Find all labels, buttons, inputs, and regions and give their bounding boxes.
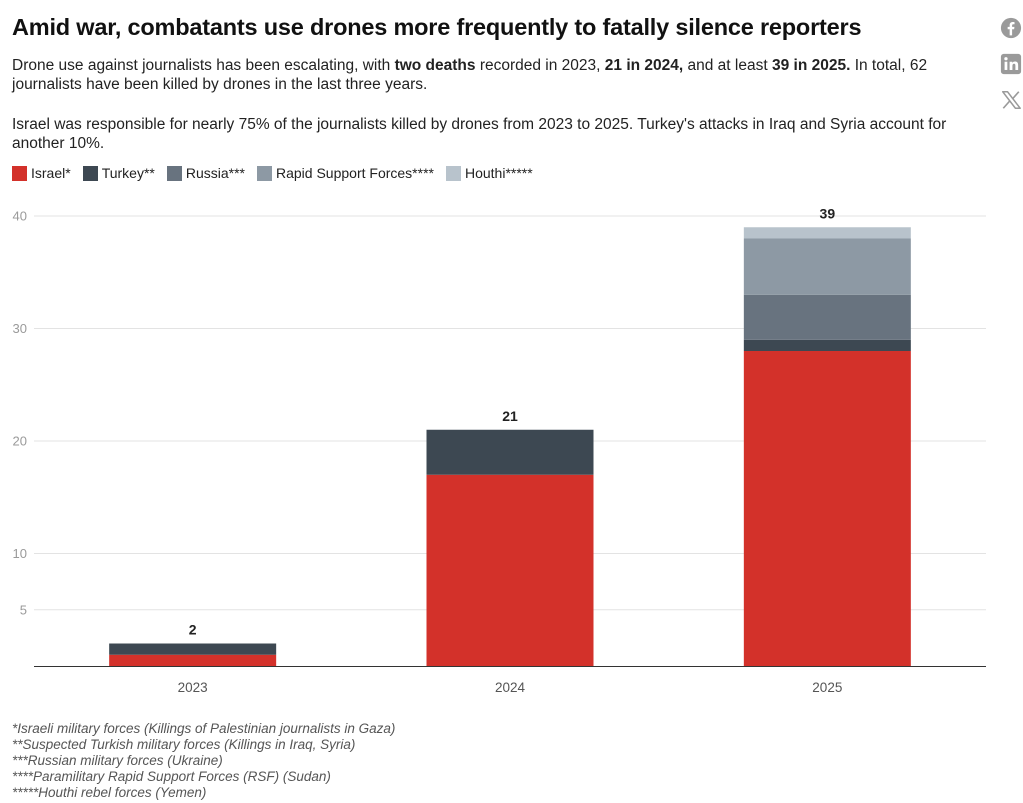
bar-segment-2023-israel <box>109 654 277 666</box>
legend-label: Turkey** <box>101 165 155 181</box>
footnote-line: ****Paramilitary Rapid Support Forces (R… <box>12 769 331 784</box>
facebook-icon[interactable] <box>1000 17 1022 39</box>
total-label-2025: 39 <box>820 205 836 221</box>
legend-label: Israel* <box>31 165 71 181</box>
y-tick-label-20: 20 <box>13 434 27 449</box>
x-icon[interactable] <box>1000 89 1022 111</box>
legend-item: Houthi***** <box>445 165 533 181</box>
chart-title: Amid war, combatants use drones more fre… <box>12 14 862 40</box>
y-tick-label-5: 5 <box>20 602 27 617</box>
legend-item: Israel* <box>12 165 71 181</box>
legend-swatch <box>12 165 27 181</box>
footnote-line: *****Houthi rebel forces (Yemen) <box>12 785 207 800</box>
footnote-line: *Israeli military forces (Killings of Pa… <box>12 721 396 736</box>
total-label-2023: 2 <box>189 622 197 638</box>
bar-segment-2025-houthi <box>743 227 911 239</box>
legend-label: Russia*** <box>185 165 245 181</box>
desc-bold-two-deaths: two deaths <box>394 57 476 74</box>
x-tick-label-2025: 2025 <box>812 680 842 695</box>
desc-text: Drone use against journalists has been e… <box>12 57 395 74</box>
legend-item: Turkey** <box>82 165 155 181</box>
bar-segment-2025-rapid-support-forces <box>743 238 911 295</box>
desc-text: and at least <box>683 57 772 74</box>
chart-legend: Israel* Turkey** Russia*** Rapid Support Fo… <box>12 165 545 181</box>
bar-segment-2025-russia <box>743 294 911 340</box>
bar-segment-2023-turkey <box>109 643 277 655</box>
legend-item: Russia*** <box>166 165 245 181</box>
stacked-bar-chart: 5 10 20 30 40 2 2023 21 2024 39 2025 <box>13 205 986 695</box>
desc-bold-2024: 21 in 2024, <box>604 57 684 74</box>
legend-swatch <box>82 165 98 181</box>
bar-segment-2024-israel <box>426 474 594 666</box>
x-tick-label-2024: 2024 <box>495 680 526 695</box>
y-tick-label-40: 40 <box>13 209 27 224</box>
linkedin-icon[interactable] <box>1000 53 1022 75</box>
legend-label: Houthi***** <box>464 165 533 181</box>
y-tick-label-30: 30 <box>13 321 27 336</box>
legend-swatch <box>445 165 461 181</box>
desc-text: In total, 62 journalists have been kille… <box>12 57 928 93</box>
footnote-line: **Suspected Turkish military forces (Kil… <box>12 737 356 752</box>
bar-segment-2024-turkey <box>426 429 594 475</box>
footnotes: *Israeli military forces (Killings of Pa… <box>12 721 395 801</box>
legend-swatch <box>257 165 272 181</box>
legend-swatch <box>166 165 182 181</box>
description-paragraph-1: Drone use against journalists has been e… <box>12 56 972 94</box>
bar-segment-2025-turkey <box>743 339 911 351</box>
desc-bold-2025: 39 in 2025. <box>771 57 851 74</box>
desc-text: recorded in 2023, <box>475 57 605 74</box>
legend-label: Rapid Support Forces**** <box>276 165 434 181</box>
x-tick-label-2023: 2023 <box>178 680 208 695</box>
total-label-2024: 21 <box>502 408 518 424</box>
y-tick-label-10: 10 <box>13 546 27 561</box>
footnote-line: ***Russian military forces (Ukraine) <box>12 753 223 768</box>
description-paragraph-2: Israel was responsible for nearly 75% of… <box>12 116 947 152</box>
bar-segment-2025-israel <box>743 351 911 666</box>
legend-item: Rapid Support Forces**** <box>257 165 434 181</box>
